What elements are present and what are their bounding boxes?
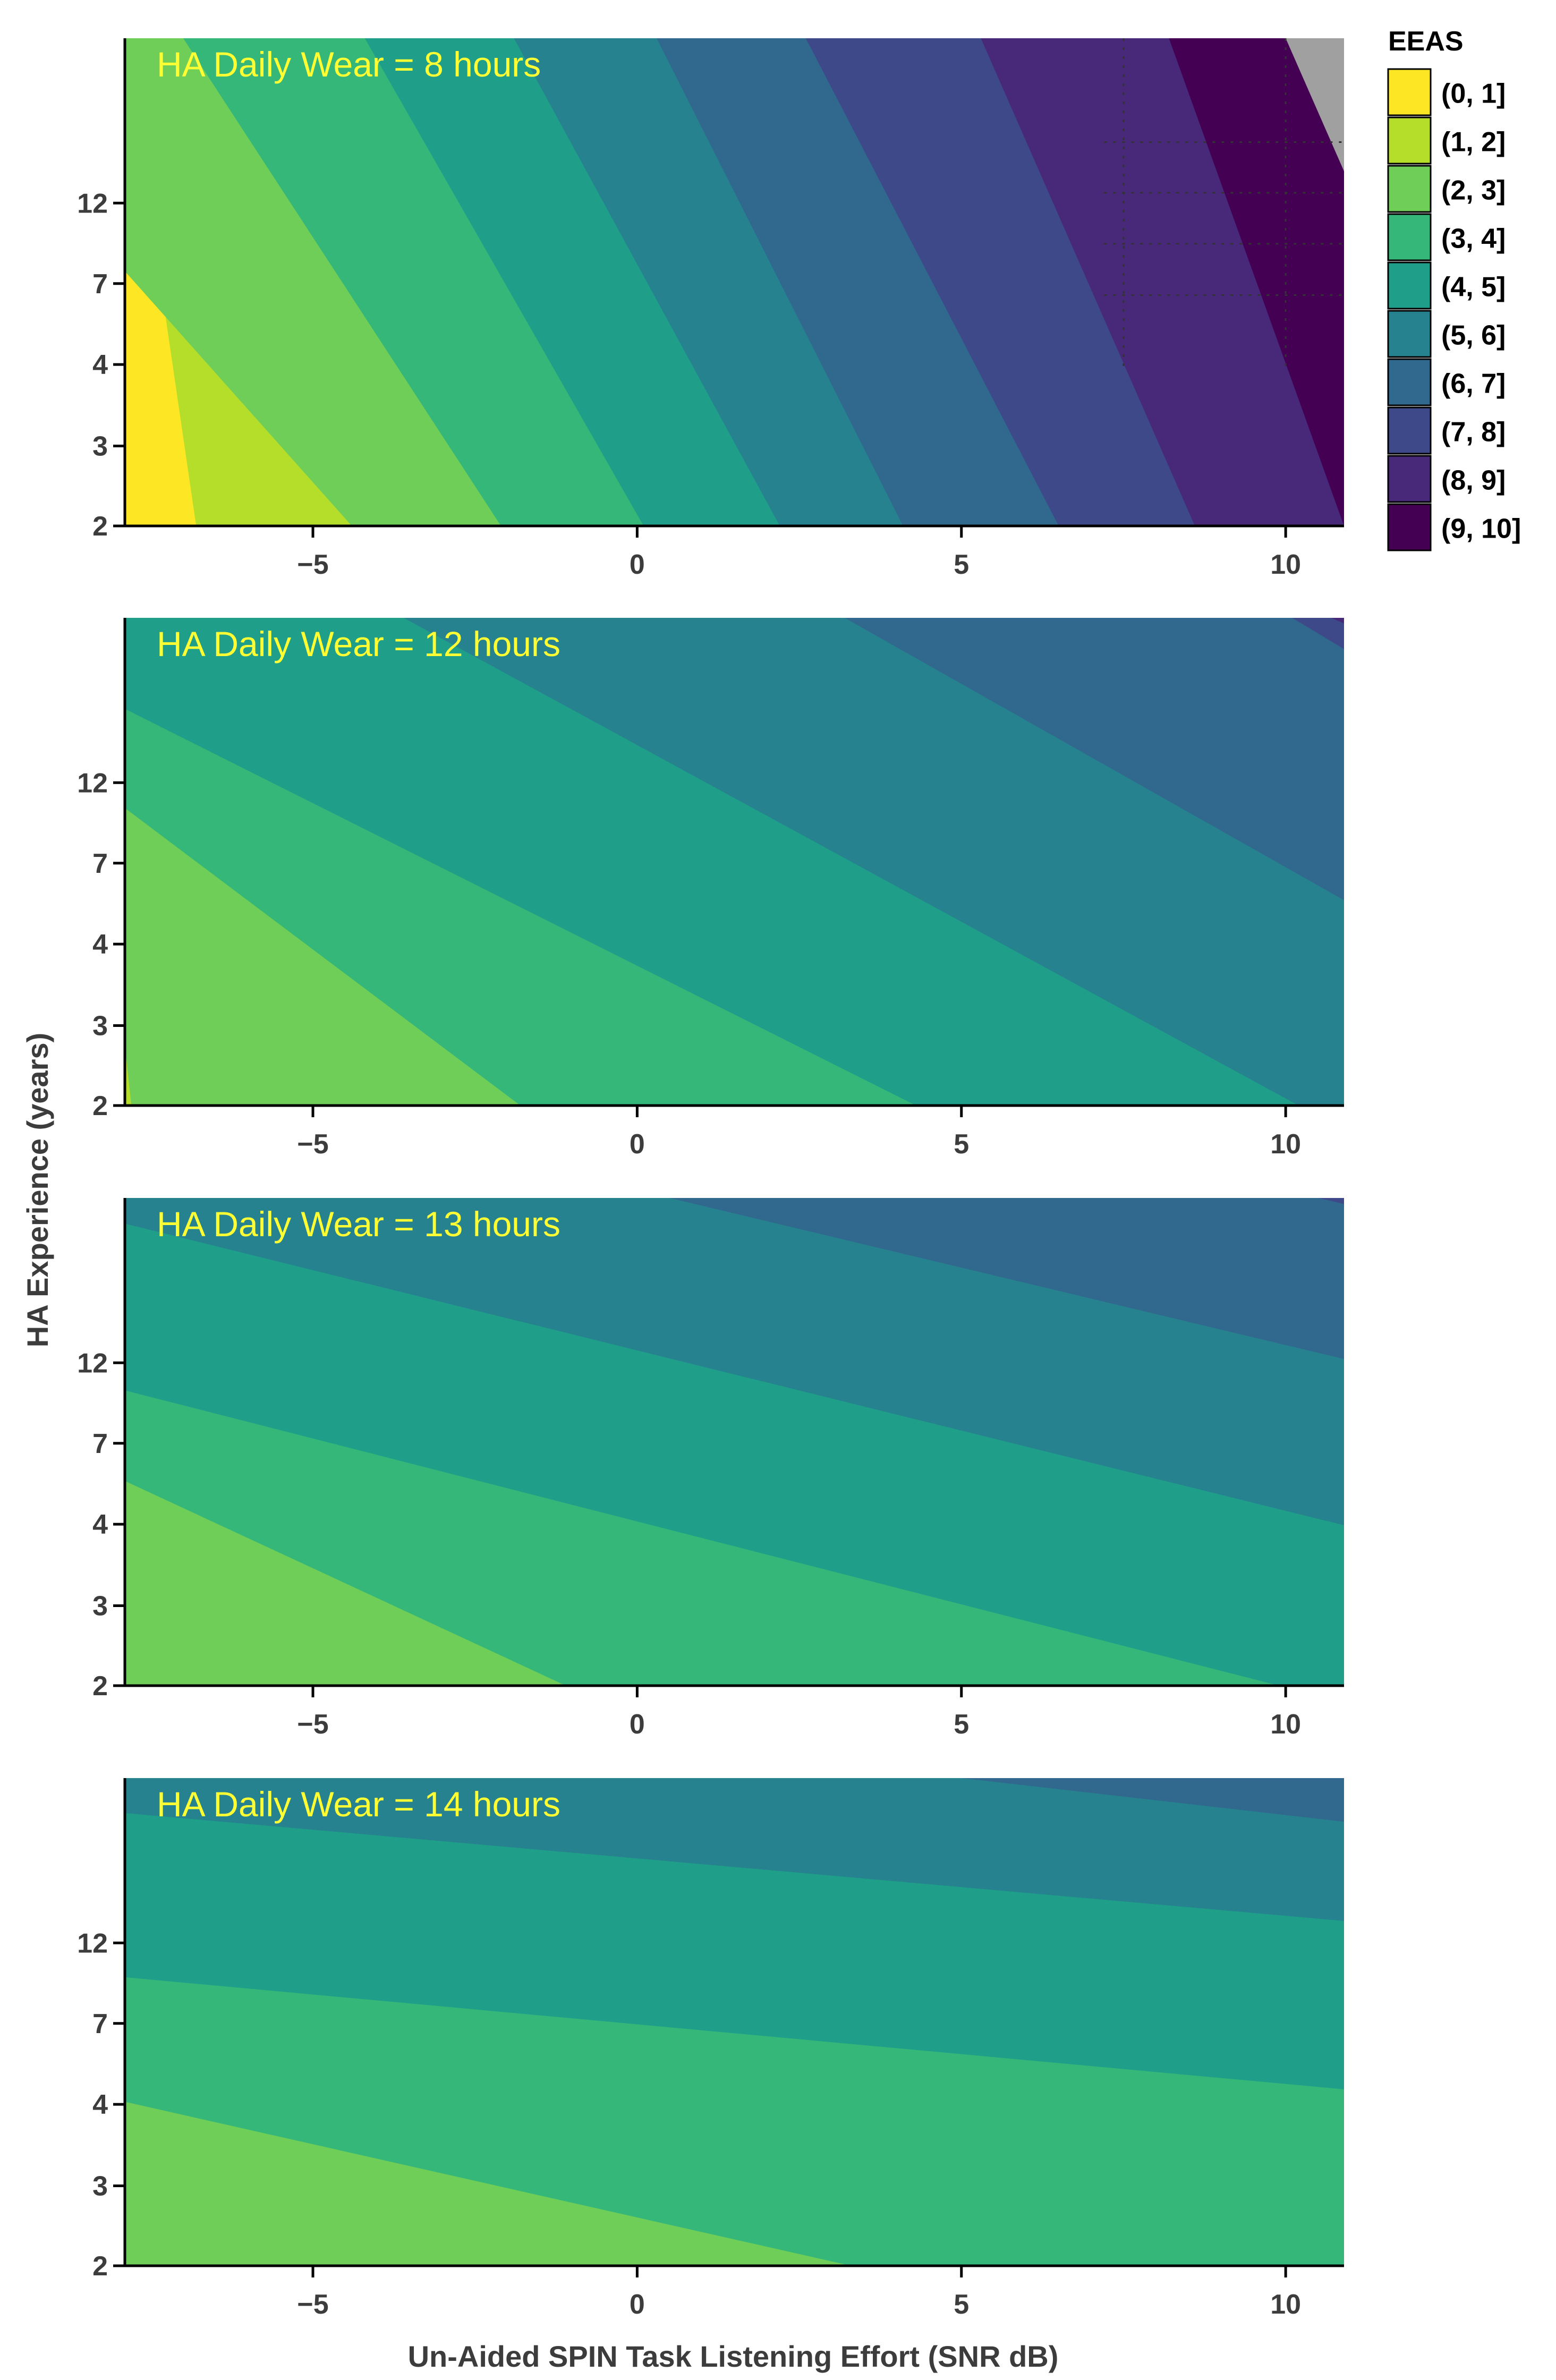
legend-label: (5, 6]: [1441, 320, 1506, 351]
x-tick-label: −5: [297, 549, 328, 580]
na-region-grid: [1104, 38, 1344, 370]
legend: EEAS (0, 1] (1, 2] (2, 3] (3, 4] (4, 5] (5, 6…: [1387, 26, 1521, 551]
contour-band-level-7: [1318, 1198, 1344, 1204]
legend-label: (0, 1]: [1441, 79, 1506, 109]
legend-label: (1, 2]: [1441, 127, 1506, 158]
x-tick-label: −5: [297, 1129, 328, 1160]
x-tick-label: 10: [1270, 549, 1301, 580]
y-tick-label: 4: [92, 2089, 108, 2120]
contour-band-level-5: [125, 1778, 1344, 1921]
y-tick-label: 7: [92, 848, 108, 879]
contour-band-level-6: [961, 1778, 1344, 1822]
contour-band-level-6: [669, 1198, 1344, 1359]
contour-band-level-8: [1331, 618, 1344, 624]
y-tick-label: 2: [92, 511, 108, 542]
x-tick-label: 10: [1270, 2289, 1301, 2320]
y-tick-label: 3: [92, 2171, 108, 2202]
panel-title: HA Daily Wear = 8 hours: [157, 45, 541, 84]
contour-band-level-10: [1286, 38, 1344, 172]
x-tick-label: 0: [630, 2289, 645, 2320]
y-tick-label: 2: [92, 1671, 108, 1702]
panel-2: 12 7 4 3 2 −5 0 5 10 HA Daily Wear = 12 hours: [77, 618, 1344, 1160]
x-tick-label: 5: [954, 2289, 969, 2320]
x-tick-label: 10: [1270, 1709, 1301, 1740]
y-tick-label: 12: [77, 188, 108, 219]
legend-swatch: [1387, 358, 1432, 406]
legend-label: (9, 10]: [1441, 514, 1521, 545]
x-axis-label: Un-Aided SPIN Task Listening Effort (SNR…: [408, 2340, 1059, 2373]
contour-band-level-9: [1169, 38, 1344, 526]
legend-label: (7, 8]: [1441, 417, 1506, 448]
panel-1: 12 7 4 3 2 −5 0 5 10 HA Daily Wear = 8 hours: [77, 38, 1344, 580]
x-tick-label: 0: [630, 1709, 645, 1740]
legend-label: (8, 9]: [1441, 465, 1506, 496]
y-tick-label: 12: [77, 1348, 108, 1379]
y-tick-label: 2: [92, 1091, 108, 1121]
panel-title: HA Daily Wear = 14 hours: [157, 1784, 560, 1824]
legend-swatch: [1387, 68, 1432, 116]
legend-swatch: [1387, 406, 1432, 455]
y-tick-label: 12: [77, 768, 108, 798]
x-tick-label: 10: [1270, 1129, 1301, 1160]
contour-bands: [125, 618, 1344, 1106]
y-tick-label: 4: [92, 1509, 108, 1540]
y-tick-label: 7: [92, 1429, 108, 1459]
legend-swatch: [1387, 261, 1432, 310]
y-tick-label: 3: [92, 1591, 108, 1621]
contour-band-level-6: [845, 618, 1344, 900]
legend-swatch: [1387, 455, 1432, 503]
legend-label: (3, 4]: [1441, 224, 1506, 254]
y-tick-label: 4: [92, 929, 108, 960]
legend-swatch: [1387, 213, 1432, 261]
legend-swatch: [1387, 165, 1432, 213]
legend-label: (2, 3]: [1441, 175, 1506, 206]
y-tick-label: 12: [77, 1928, 108, 1959]
y-tick-label: 3: [92, 431, 108, 462]
y-tick-label: 3: [92, 1010, 108, 1041]
x-tick-label: −5: [297, 1709, 328, 1740]
y-tick-label: 7: [92, 269, 108, 300]
x-tick-label: −5: [297, 2289, 328, 2320]
legend-items: (0, 1] (1, 2] (2, 3] (3, 4] (4, 5] (5, 6] (6, …: [1387, 68, 1521, 551]
panel-4: 12 7 4 3 2 −5 0 5 10 HA Daily Wear = 14 hours: [77, 1778, 1344, 2320]
x-tick-label: 5: [954, 1129, 969, 1160]
panel-title: HA Daily Wear = 12 hours: [157, 624, 560, 664]
x-tick-label: 5: [954, 549, 969, 580]
legend-swatch: [1387, 116, 1432, 165]
contour-bands: [125, 38, 1344, 526]
panel-3: 12 7 4 3 2 −5 0 5 10 HA Daily Wear = 13 hours: [77, 1198, 1344, 1740]
y-tick-label: 4: [92, 350, 108, 380]
legend-swatch: [1387, 310, 1432, 358]
x-tick-label: 0: [630, 1129, 645, 1160]
legend-swatch: [1387, 503, 1432, 551]
x-tick-label: 5: [954, 1709, 969, 1740]
y-tick-label: 2: [92, 2251, 108, 2282]
contour-bands: [125, 1778, 1344, 2266]
y-axis-label: HA Experience (years): [21, 1033, 54, 1347]
contour-band-level-7: [1292, 618, 1344, 649]
legend-label: (4, 5]: [1441, 272, 1506, 303]
y-tick-label: 7: [92, 2009, 108, 2039]
legend-title: EEAS: [1388, 26, 1464, 57]
panel-title: HA Daily Wear = 13 hours: [157, 1204, 560, 1244]
contour-bands: [125, 1198, 1344, 1686]
x-tick-label: 0: [630, 549, 645, 580]
legend-label: (6, 7]: [1441, 369, 1506, 400]
